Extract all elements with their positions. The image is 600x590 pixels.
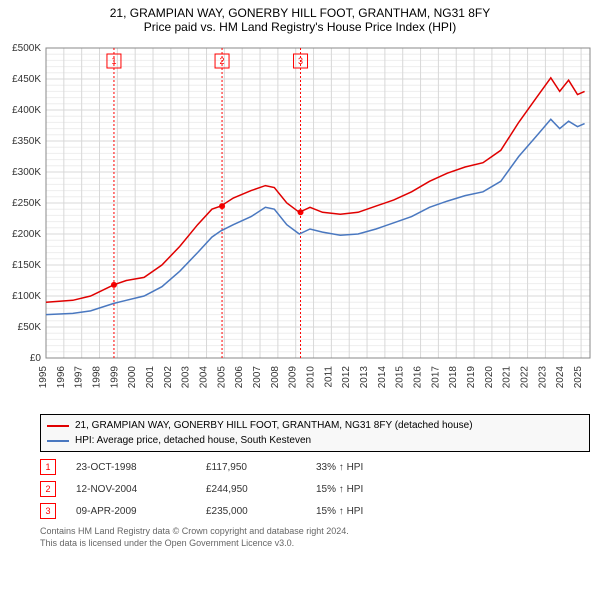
sales-marker-1: 1: [40, 459, 56, 475]
sales-hpi-3: 15% ↑ HPI: [316, 506, 363, 517]
sales-marker-3: 3: [40, 503, 56, 519]
svg-text:2007: 2007: [252, 366, 263, 389]
svg-text:1998: 1998: [92, 366, 103, 389]
footer-line2: This data is licensed under the Open Gov…: [40, 538, 590, 550]
svg-text:3: 3: [298, 56, 303, 66]
sales-marker-2: 2: [40, 481, 56, 497]
sales-hpi-1: 33% ↑ HPI: [316, 462, 363, 473]
sales-date-2: 12-NOV-2004: [76, 484, 206, 495]
legend-item-hpi: HPI: Average price, detached house, Sout…: [47, 433, 583, 448]
sales-date-3: 09-APR-2009: [76, 506, 206, 517]
svg-text:2010: 2010: [306, 366, 317, 389]
title-line1: 21, GRAMPIAN WAY, GONERBY HILL FOOT, GRA…: [0, 6, 600, 20]
svg-text:1997: 1997: [74, 366, 85, 389]
svg-text:£500K: £500K: [12, 43, 41, 54]
svg-text:£100K: £100K: [12, 291, 41, 302]
svg-text:£400K: £400K: [12, 105, 41, 116]
sales-row-2: 2 12-NOV-2004 £244,950 15% ↑ HPI: [40, 478, 590, 500]
svg-text:2012: 2012: [341, 366, 352, 389]
svg-text:2009: 2009: [288, 366, 299, 389]
svg-text:2013: 2013: [359, 366, 370, 389]
svg-text:1996: 1996: [56, 366, 67, 389]
title-line2: Price paid vs. HM Land Registry's House …: [0, 20, 600, 34]
legend-label-property: 21, GRAMPIAN WAY, GONERBY HILL FOOT, GRA…: [75, 418, 473, 433]
svg-text:£350K: £350K: [12, 136, 41, 147]
chart-title: 21, GRAMPIAN WAY, GONERBY HILL FOOT, GRA…: [0, 0, 600, 38]
legend-swatch-hpi: [47, 440, 69, 442]
svg-text:2018: 2018: [448, 366, 459, 389]
svg-text:2025: 2025: [573, 366, 584, 389]
svg-text:£150K: £150K: [12, 260, 41, 271]
legend-swatch-property: [47, 425, 69, 427]
svg-text:£0: £0: [30, 353, 42, 364]
svg-text:2023: 2023: [537, 366, 548, 389]
legend-item-property: 21, GRAMPIAN WAY, GONERBY HILL FOOT, GRA…: [47, 418, 583, 433]
svg-text:2000: 2000: [127, 366, 138, 389]
svg-text:2020: 2020: [484, 366, 495, 389]
svg-text:2015: 2015: [395, 366, 406, 389]
svg-text:2019: 2019: [466, 366, 477, 389]
svg-text:1995: 1995: [38, 366, 49, 389]
sales-date-1: 23-OCT-1998: [76, 462, 206, 473]
svg-text:2016: 2016: [413, 366, 424, 389]
svg-text:2022: 2022: [520, 366, 531, 389]
footer: Contains HM Land Registry data © Crown c…: [40, 526, 590, 549]
svg-text:2024: 2024: [555, 366, 566, 389]
svg-text:2014: 2014: [377, 366, 388, 389]
sales-row-3: 3 09-APR-2009 £235,000 15% ↑ HPI: [40, 500, 590, 522]
svg-text:2008: 2008: [270, 366, 281, 389]
svg-text:£200K: £200K: [12, 229, 41, 240]
sales-price-1: £117,950: [206, 462, 316, 473]
svg-text:2: 2: [220, 56, 225, 66]
svg-text:2011: 2011: [323, 366, 334, 388]
sales-table: 1 23-OCT-1998 £117,950 33% ↑ HPI 2 12-NO…: [40, 456, 590, 522]
sales-hpi-2: 15% ↑ HPI: [316, 484, 363, 495]
legend-label-hpi: HPI: Average price, detached house, Sout…: [75, 433, 311, 448]
svg-text:2001: 2001: [145, 366, 156, 389]
svg-text:2004: 2004: [199, 366, 210, 389]
sales-price-2: £244,950: [206, 484, 316, 495]
svg-text:£450K: £450K: [12, 74, 41, 85]
svg-text:2006: 2006: [234, 366, 245, 389]
svg-text:1: 1: [111, 56, 116, 66]
svg-text:2002: 2002: [163, 366, 174, 389]
svg-text:2003: 2003: [181, 366, 192, 389]
legend: 21, GRAMPIAN WAY, GONERBY HILL FOOT, GRA…: [40, 414, 590, 452]
chart: £0 £50K £100K £150K £200K £250K £300K £350K £400…: [0, 38, 600, 408]
svg-text:£50K: £50K: [18, 322, 42, 333]
chart-svg: £0 £50K £100K £150K £200K £250K £300K £350K £400…: [0, 38, 600, 408]
svg-text:2017: 2017: [430, 366, 441, 389]
svg-text:£300K: £300K: [12, 167, 41, 178]
footer-line1: Contains HM Land Registry data © Crown c…: [40, 526, 590, 538]
svg-text:2021: 2021: [502, 366, 513, 389]
svg-text:£250K: £250K: [12, 198, 41, 209]
svg-text:1999: 1999: [109, 366, 120, 389]
svg-text:2005: 2005: [216, 366, 227, 389]
sales-row-1: 1 23-OCT-1998 £117,950 33% ↑ HPI: [40, 456, 590, 478]
sales-price-3: £235,000: [206, 506, 316, 517]
